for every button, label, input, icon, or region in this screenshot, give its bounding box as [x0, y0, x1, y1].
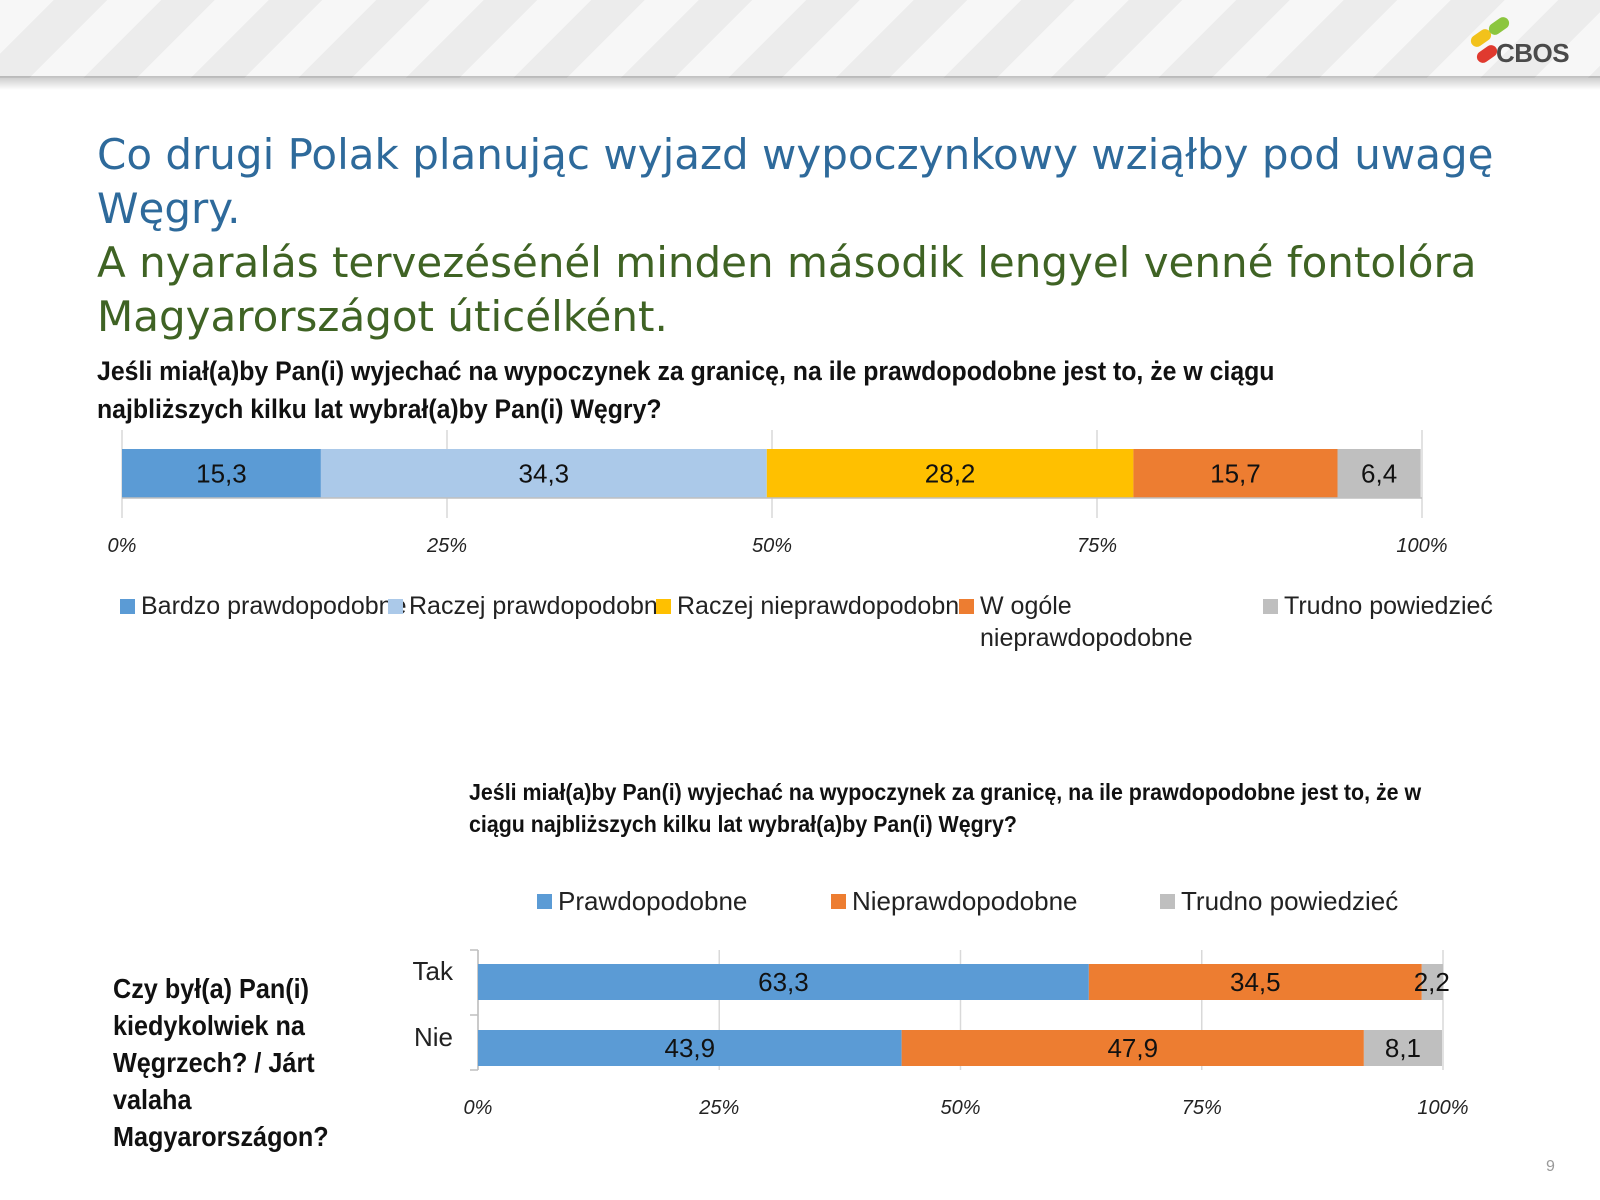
page-title-hungarian: A nyaralás tervezésénél minden második l… — [97, 238, 1477, 341]
chart2-bar-segment — [1088, 964, 1422, 1000]
chart2-data-label: 34,5 — [1230, 967, 1281, 997]
chart2-legend-label: Nieprawdopodobne — [852, 886, 1078, 916]
chart1-tick-label: 25% — [426, 535, 467, 557]
chart1-legend-item: Bardzo prawdopodobne — [120, 590, 441, 622]
chart2-tick-label: 25% — [698, 1097, 739, 1119]
chart2-data-label: 8,1 — [1385, 1033, 1421, 1063]
chart2-category-label: Nie — [414, 1022, 453, 1052]
chart2-legend-item: Prawdopodobne — [537, 885, 747, 917]
chart1-data-label: 15,3 — [196, 459, 247, 489]
chart1-data-label: 6,4 — [1361, 459, 1397, 489]
chart2-tick-label: 75% — [1182, 1097, 1222, 1119]
chart2-legend-label: Trudno powiedzieć — [1181, 886, 1399, 916]
chart2-legend-item: Trudno powiedzieć — [1160, 885, 1398, 917]
chart1-legend-label: Raczej nieprawdopodobne — [677, 592, 974, 620]
chart2-legend: Prawdopodobne Nieprawdopodobne Trudno powi… — [0, 885, 1600, 921]
chart2-legend-swatch — [1160, 893, 1175, 909]
page-number: 9 — [1546, 1158, 1555, 1175]
chart1-data-label: 34,3 — [519, 459, 570, 489]
chart1-bar-segment — [1337, 449, 1421, 498]
chart2-tick-label: 50% — [940, 1097, 980, 1119]
chart2-bar-segment — [1421, 964, 1443, 1000]
chart1-bar-segment — [1133, 449, 1338, 498]
logo-text: CBOS — [1496, 38, 1570, 68]
chart2-bar-segment — [901, 1030, 1364, 1066]
chart1-legend-item: W ogóle nieprawdopodobne — [959, 590, 1280, 654]
chart1-legend-label: Bardzo prawdopodobne — [141, 592, 407, 620]
chart1-tick-label: 0% — [108, 535, 137, 557]
chart1-legend-label: Raczej prawdopodobne — [409, 592, 672, 620]
cbos-logo-icon — [1470, 17, 1510, 63]
chart1-tick-label: 50% — [752, 535, 792, 557]
chart2-data-label: 63,3 — [758, 967, 809, 997]
header-shadow — [0, 76, 1600, 90]
page-title-polish: Co drugi Polak planując wyjazd wypoczynk… — [97, 130, 1494, 233]
chart1-legend-item: Trudno powiedzieć — [1263, 590, 1584, 622]
side-question: Czy był(a) Pan(i) kiedykolwiek na Węgrze… — [113, 973, 329, 1152]
chart1-bar-segment — [122, 449, 321, 498]
chart2-bar-segment — [1363, 1030, 1443, 1066]
chart1-bar-segment — [766, 449, 1134, 498]
chart2-tick-label: 100% — [1417, 1097, 1468, 1119]
chart1-legend: Bardzo prawdopodobne Raczej prawdopodobne… — [0, 590, 1600, 670]
chart1-tick-label: 75% — [1077, 535, 1117, 557]
chart1-legend-label: Trudno powiedzieć — [1284, 592, 1493, 620]
chart2-tick-label: 0% — [464, 1097, 493, 1119]
chart1-legend-swatch — [656, 599, 671, 614]
chart1-legend-swatch — [959, 599, 974, 614]
chart1-title: Jeśli miał(a)by Pan(i) wyjechać na wypoc… — [97, 356, 1275, 424]
chart1-legend-swatch — [388, 599, 403, 614]
chart2-legend-label: Prawdopodobne — [558, 886, 748, 916]
chart2-legend-swatch — [537, 893, 552, 909]
chart2-legend-swatch — [831, 893, 846, 909]
chart1-tick-label: 100% — [1396, 535, 1447, 557]
chart1-legend-swatch — [120, 599, 135, 614]
chart2-data-label: 2,2 — [1414, 967, 1450, 997]
chart1-bar-segment — [320, 449, 767, 498]
chart2-data-label: 47,9 — [1107, 1033, 1158, 1063]
chart2-title: Jeśli miał(a)by Pan(i) wyjechać na wypoc… — [469, 779, 1422, 837]
chart1-legend-item: Raczej prawdopodobne — [388, 590, 709, 622]
chart1-data-label: 28,2 — [925, 459, 976, 489]
header-band — [0, 0, 1600, 78]
chart2-category-label: Tak — [413, 956, 454, 986]
chart1-data-label: 15,7 — [1210, 459, 1261, 489]
chart1-legend-swatch — [1263, 599, 1278, 614]
chart1-legend-item: Raczej nieprawdopodobne — [656, 590, 977, 622]
chart2-bar-segment — [478, 964, 1089, 1000]
chart2-data-label: 43,9 — [665, 1033, 716, 1063]
chart2-legend-item: Nieprawdopodobne — [831, 885, 1078, 917]
chart2-bar-segment — [478, 1030, 902, 1066]
chart1-legend-label: W ogóle nieprawdopodobne — [980, 592, 1193, 652]
